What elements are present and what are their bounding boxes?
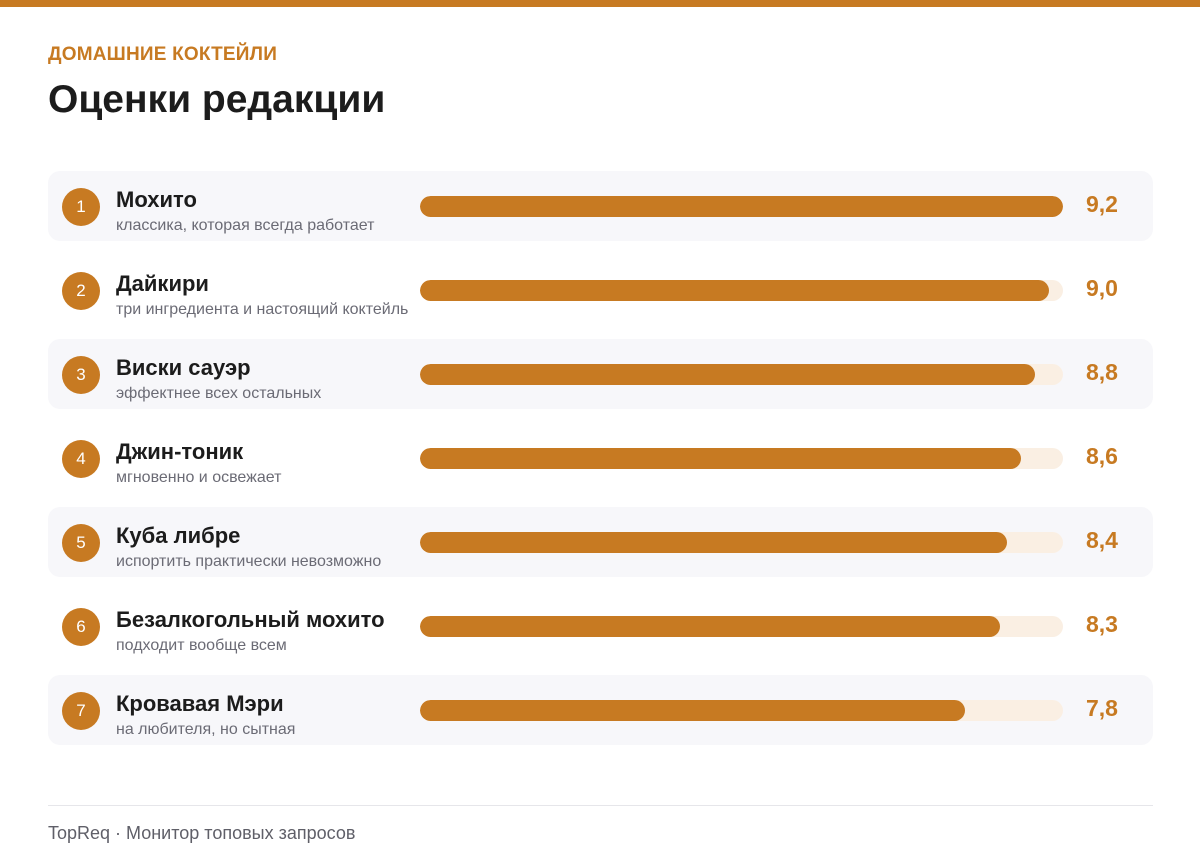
rating-row: 3 Виски сауэр эффектнее всех остальных 8,8 <box>48 339 1153 409</box>
score-bar <box>420 532 1007 553</box>
score-bar <box>420 700 965 721</box>
rating-row: 2 Дайкири три ингредиента и настоящий кокт… <box>48 255 1153 325</box>
score-label: 8,3 <box>1086 611 1118 637</box>
rating-row: 1 Мохито классика, которая всегда работает… <box>48 171 1153 241</box>
score-bar-track <box>420 700 1063 721</box>
rating-row: 4 Джин-тоник мгновенно и освежает 8,6 <box>48 423 1153 493</box>
rank-badge: 7 <box>62 692 100 730</box>
cocktail-note: эффектнее всех остальных <box>116 385 322 402</box>
rank-badge: 4 <box>62 440 100 478</box>
cocktail-note: на любителя, но сытная <box>116 721 296 738</box>
cocktail-note: подходит вообще всем <box>116 637 287 654</box>
footer-divider <box>48 805 1153 806</box>
rank-badge: 5 <box>62 524 100 562</box>
score-bar-track <box>420 196 1063 217</box>
cocktail-name: Мохито <box>116 187 197 212</box>
score-bar <box>420 196 1063 217</box>
score-bar-track <box>420 364 1063 385</box>
score-label: 9,0 <box>1086 275 1118 301</box>
rating-row: 5 Куба либре испортить практически невозмо… <box>48 507 1153 577</box>
rank-badge: 2 <box>62 272 100 310</box>
cocktail-note: мгновенно и освежает <box>116 469 282 486</box>
rank-badge: 1 <box>62 188 100 226</box>
rating-list: 1 Мохито классика, которая всегда работает… <box>48 171 1153 759</box>
rank-badge: 6 <box>62 608 100 646</box>
rank-badge: 3 <box>62 356 100 394</box>
cocktail-name: Кровавая Мэри <box>116 691 284 716</box>
cocktail-name: Виски сауэр <box>116 355 251 380</box>
page-title: Оценки редакции <box>48 78 386 121</box>
score-bar <box>420 448 1021 469</box>
cocktail-note: испортить практически невозможно <box>116 553 382 570</box>
cocktail-name: Безалкогольный мохито <box>116 607 385 632</box>
score-bar-track <box>420 280 1063 301</box>
score-bar <box>420 280 1049 301</box>
score-bar <box>420 616 1000 637</box>
section-kicker: ДОМАШНИЕ КОКТЕЙЛИ <box>48 44 278 65</box>
top-accent-bar <box>0 0 1200 7</box>
score-label: 7,8 <box>1086 695 1118 721</box>
cocktail-note: классика, которая всегда работает <box>116 217 375 234</box>
footer-source: TopReq · Монитор топовых запросов <box>48 823 356 843</box>
score-bar-track <box>420 616 1063 637</box>
cocktail-name: Дайкири <box>116 271 209 296</box>
score-label: 8,4 <box>1086 527 1118 553</box>
score-label: 8,6 <box>1086 443 1118 469</box>
score-bar-track <box>420 448 1063 469</box>
rating-row: 6 Безалкогольный мохито подходит вообще вс… <box>48 591 1153 661</box>
score-label: 9,2 <box>1086 191 1118 217</box>
score-bar-track <box>420 532 1063 553</box>
cocktail-name: Джин-тоник <box>116 439 244 464</box>
score-bar <box>420 364 1035 385</box>
score-label: 8,8 <box>1086 359 1118 385</box>
cocktail-name: Куба либре <box>116 523 241 548</box>
cocktail-note: три ингредиента и настоящий коктейль <box>116 301 409 318</box>
rating-row: 7 Кровавая Мэри на любителя, но сытная 7,8 <box>48 675 1153 745</box>
